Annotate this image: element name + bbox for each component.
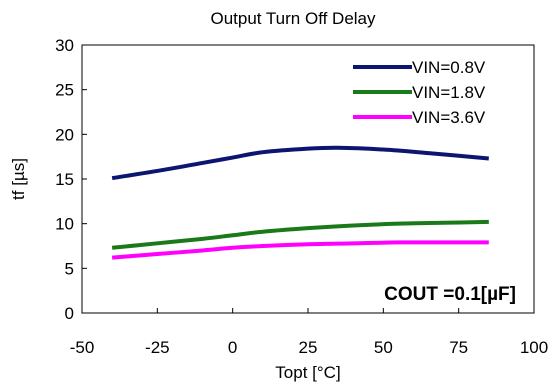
y-tick-label: 5 — [65, 259, 74, 278]
x-tick-label: 50 — [374, 338, 393, 357]
y-axis-title: tf [µs] — [9, 158, 28, 200]
series-line-1 — [111, 145, 489, 181]
annotation-cout: COUT =0.1[µF] — [384, 284, 516, 305]
chart-title: Output Turn Off Delay — [210, 9, 376, 28]
y-axis-ticks: 0 5 10 15 20 25 30 — [55, 36, 87, 323]
x-tick-label: 75 — [449, 338, 468, 357]
series-line-2 — [111, 219, 489, 250]
y-tick-label: 10 — [55, 215, 74, 234]
legend-label: VIN=1.8V — [412, 83, 486, 102]
legend-label: VIN=3.6V — [412, 108, 486, 127]
x-axis-ticks: -50 -25 0 25 50 75 100 — [70, 308, 548, 357]
legend-label: VIN=0.8V — [412, 58, 486, 77]
legend: VIN=0.8V VIN=1.8V VIN=3.6V — [353, 58, 486, 127]
y-tick-label: 0 — [65, 304, 74, 323]
plot-area — [81, 44, 535, 314]
series-lines — [111, 145, 489, 260]
x-tick-label: 25 — [299, 338, 318, 357]
x-tick-label: -50 — [70, 338, 95, 357]
x-tick-label: 0 — [228, 338, 237, 357]
x-tick-label: -25 — [145, 338, 170, 357]
y-tick-label: 25 — [55, 81, 74, 100]
series-line-3 — [111, 240, 489, 260]
y-tick-label: 30 — [55, 36, 74, 55]
y-tick-label: 15 — [55, 170, 74, 189]
x-tick-label: 100 — [520, 338, 548, 357]
x-axis-title: Topt [°C] — [275, 363, 340, 382]
y-tick-label: 20 — [55, 125, 74, 144]
